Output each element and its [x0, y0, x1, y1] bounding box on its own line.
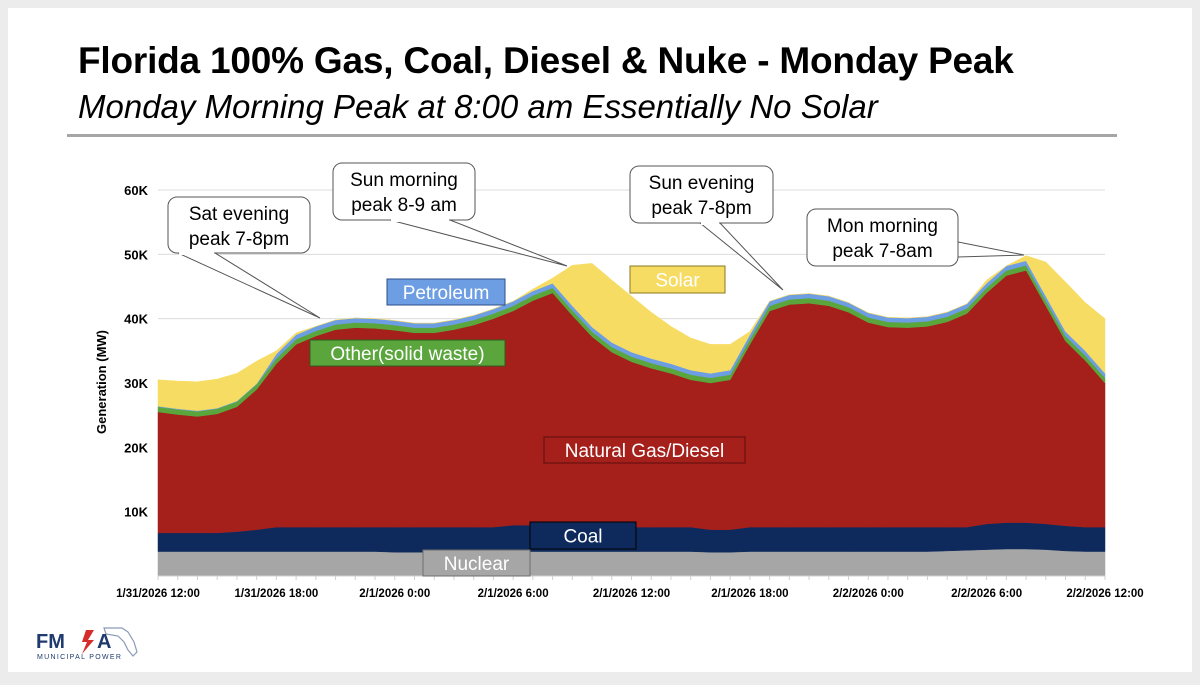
- series-label: Coal: [563, 527, 602, 548]
- x-tick-label: 2/1/2026 12:00: [593, 588, 670, 600]
- series-labels: Nuclear Coal Natural Gas/Diesel Other(solid…: [309, 265, 746, 577]
- callout-text: peak 8-9 am: [351, 195, 457, 216]
- callout-text: Sun morning: [350, 170, 458, 191]
- series-label: Other(solid waste): [330, 344, 484, 365]
- y-tick-label: 40K: [124, 312, 148, 327]
- callout-text: Sat evening: [189, 204, 289, 225]
- callout-pointer: [389, 219, 568, 267]
- callout-joint: [701, 221, 719, 225]
- y-axis-label: Generation (MW): [94, 330, 109, 434]
- series-label-box: [543, 436, 746, 464]
- x-tick-label: 2/1/2026 0:00: [359, 588, 430, 600]
- callout-text: peak 7-8pm: [189, 229, 289, 250]
- y-tick-label: 10K: [124, 505, 148, 520]
- x-tick-label: 2/1/2026 18:00: [711, 588, 788, 600]
- slide-subtitle: Monday Morning Peak at 8:00 am Essential…: [78, 88, 878, 125]
- series-label: Solar: [655, 271, 700, 292]
- y-tick-label: 50K: [124, 247, 148, 262]
- callout-text: peak 7-8pm: [651, 198, 751, 219]
- callout-text: Mon morning: [827, 216, 938, 237]
- callout-pointer: [957, 241, 1025, 258]
- callout-box: [167, 196, 311, 254]
- x-tick-label: 1/31/2026 12:00: [116, 588, 200, 600]
- series-label-box: [309, 339, 506, 367]
- callout-pointer: [177, 252, 321, 319]
- y-tick-label: 20K: [124, 440, 148, 455]
- series-label: Nuclear: [444, 554, 510, 575]
- fmpa-logo: FM A MUNICIPAL POWER: [36, 627, 138, 661]
- callout-box: [806, 208, 959, 267]
- x-tick-label: 1/31/2026 18:00: [234, 588, 318, 600]
- callout-text: Sun evening: [649, 173, 755, 194]
- area-nuclear: [157, 548, 1106, 577]
- y-tick-label: 30K: [124, 376, 148, 391]
- callout-text: peak 7-8am: [832, 241, 932, 262]
- y-tick-label: 60K: [124, 183, 148, 198]
- callout-joint: [391, 218, 449, 222]
- area-solar: [157, 255, 1106, 411]
- series-label-box: [529, 521, 637, 550]
- series-label: Petroleum: [403, 283, 490, 304]
- axes: 10K 20K 30K 40K 50K 60K 1/31/2026 12:00 1/31/20…: [116, 183, 1144, 600]
- peak-callouts: Sat evening peak 7-8pm Sun morning peak 8-9…: [167, 162, 1025, 319]
- svg-text:FM: FM: [36, 631, 65, 653]
- callout-joint: [959, 243, 962, 256]
- x-tick-label: 2/2/2026 12:00: [1066, 588, 1143, 600]
- svg-text:A: A: [97, 631, 111, 653]
- callout-joint: [179, 251, 214, 255]
- series-label-box: [386, 278, 506, 306]
- series-label: Natural Gas/Diesel: [565, 441, 724, 462]
- x-tick-label: 2/2/2026 6:00: [951, 588, 1022, 600]
- series-label-box: [422, 549, 531, 577]
- series-label-box: [629, 265, 726, 294]
- x-tick-label: 2/1/2026 6:00: [478, 588, 549, 600]
- title-divider: [67, 134, 1117, 137]
- x-tick-label: 2/2/2026 0:00: [833, 588, 904, 600]
- svg-text:MUNICIPAL POWER: MUNICIPAL POWER: [37, 654, 122, 661]
- slide-title: Florida 100% Gas, Coal, Diesel & Nuke - …: [78, 40, 1014, 81]
